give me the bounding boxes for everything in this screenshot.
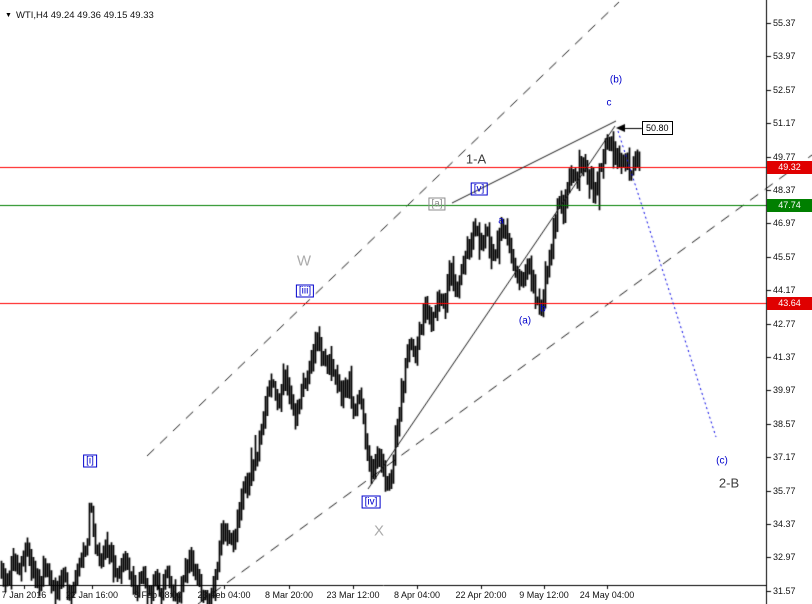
wave-c-paren-label[interactable]: (c) (716, 455, 728, 467)
wave-iii-label[interactable]: [iii] (295, 284, 315, 298)
wave-b-paren-label[interactable]: (b) (609, 74, 623, 86)
price-axis-label: 49.77 (773, 151, 796, 162)
time-axis-label: 7 Jan 2016 (1, 590, 47, 600)
symbol-marker-icon[interactable]: ▼ (5, 12, 12, 19)
label-2b-label[interactable]: 2-B (718, 475, 740, 491)
wave-a-paren-label[interactable]: (a) (518, 315, 532, 327)
price-axis-label: 45.57 (773, 251, 796, 262)
time-axis-label: 24 May 04:00 (579, 590, 635, 600)
price-axis-label: 42.77 (773, 318, 796, 329)
wave-b-label[interactable]: b (540, 303, 546, 315)
wave-c-label[interactable]: c (606, 97, 612, 109)
price-axis-label: 39.97 (773, 385, 796, 396)
price-tag: 43.64 (767, 296, 812, 310)
price-axis-label: 51.17 (773, 118, 796, 129)
price-axis-label: 34.37 (773, 518, 796, 529)
price-axis-label: 55.37 (773, 18, 796, 28)
price-axis-label: 48.37 (773, 184, 796, 195)
price-axis-label: 35.77 (773, 485, 796, 496)
price-axis-label: 37.17 (773, 452, 796, 463)
price-callout[interactable]: 50.80 (642, 121, 673, 135)
time-axis-label: 8 Feb 08:00 (133, 590, 183, 600)
price-axis-label: 53.97 (773, 51, 796, 62)
price-tag: 49.32 (767, 161, 812, 175)
time-axis-label: 23 Mar 12:00 (326, 590, 380, 600)
symbol-ohlc-text: WTI,H4 49.24 49.36 49.15 49.33 (15, 10, 154, 21)
price-tag: 47.74 (767, 199, 812, 213)
wave-x-label[interactable]: X (373, 522, 385, 540)
time-axis-label: 9 May 12:00 (519, 590, 569, 600)
price-axis-label: 31.57 (773, 585, 796, 596)
time-axis-label: 8 Apr 04:00 (393, 590, 441, 600)
price-axis-label: 52.57 (773, 84, 796, 95)
price-axis-label: 41.37 (773, 351, 796, 362)
wave-a-bracket-label[interactable]: [a] (428, 197, 446, 211)
wave-w-label[interactable]: W (296, 252, 312, 270)
price-axis-label: 38.57 (773, 418, 796, 429)
price-axis-label: 44.17 (773, 285, 796, 296)
time-axis-label: 8 Mar 20:00 (264, 590, 314, 600)
time-axis-label: 23 Feb 04:00 (197, 590, 251, 600)
wave-v-label[interactable]: [v] (470, 182, 488, 196)
wave-iv-label[interactable]: [iv] (361, 495, 381, 509)
price-axis-label: 46.97 (773, 218, 796, 229)
wave-a-label[interactable]: a (498, 215, 504, 227)
wave-i-label[interactable]: [i] (83, 454, 97, 468)
time-axis-label: 22 Apr 20:00 (455, 590, 507, 600)
label-1a-label[interactable]: 1-A (465, 151, 487, 167)
price-axis-label: 32.97 (773, 552, 796, 563)
time-axis-label: 22 Jan 16:00 (65, 590, 119, 600)
symbol-title: ▼ WTI,H4 49.24 49.36 49.15 49.33 (5, 10, 154, 21)
